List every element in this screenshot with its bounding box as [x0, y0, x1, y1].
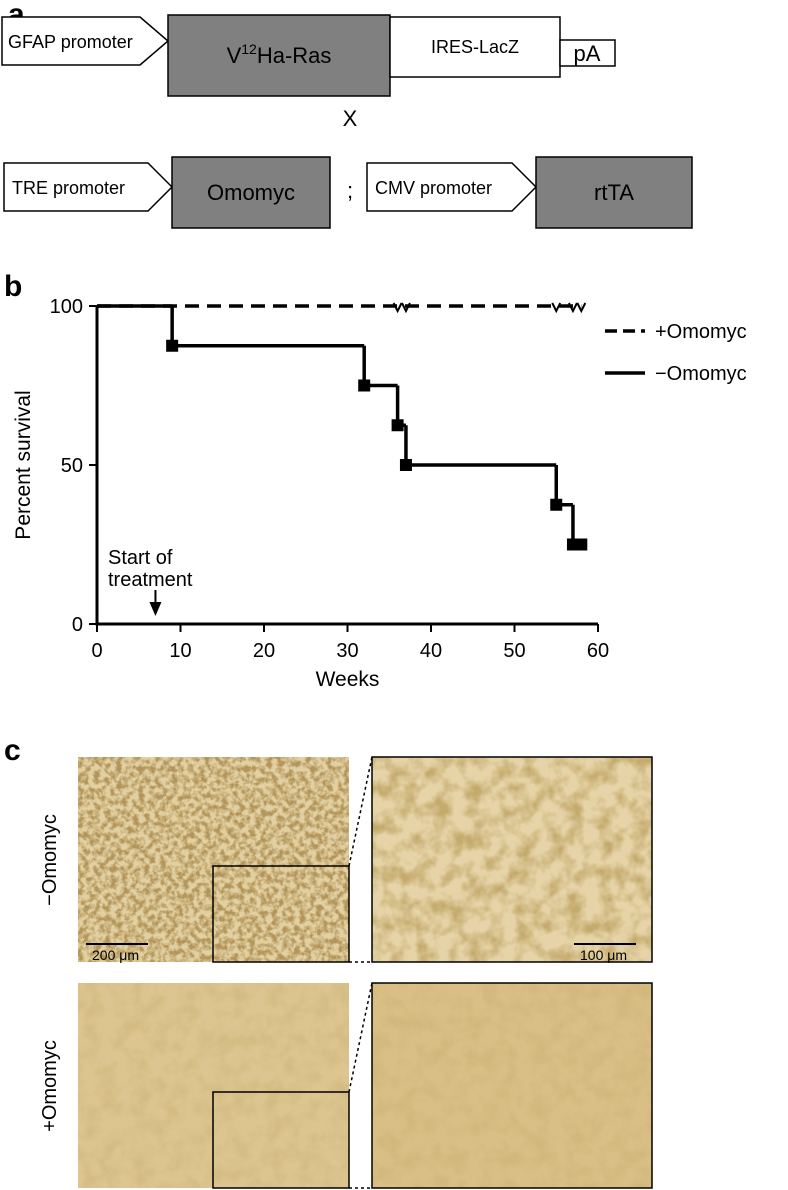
- separator: ;: [347, 178, 353, 203]
- row-label: −Omomyc: [39, 814, 61, 906]
- x-tick-label: 0: [91, 640, 102, 662]
- promoter-arrow: [3, 162, 174, 212]
- panel-label: b: [4, 270, 22, 303]
- censor-mark: [401, 302, 411, 314]
- gene-box: [167, 14, 391, 97]
- polya-label: pA: [574, 41, 601, 66]
- x-tick-label: 60: [587, 640, 609, 662]
- gene-label: rtTA: [594, 180, 634, 205]
- ires-box: [389, 16, 561, 78]
- event-marker: [358, 379, 371, 392]
- x-axis-label: Weeks: [316, 668, 380, 691]
- promoter-label: TRE promoter: [12, 178, 125, 198]
- event-marker: [399, 459, 412, 471]
- x-tick-label: 30: [336, 640, 358, 662]
- y-tick-label: 0: [72, 614, 83, 636]
- gene-label: V12Ha-Ras: [227, 41, 332, 68]
- event-marker: [550, 498, 563, 511]
- polya-box: [559, 39, 616, 67]
- event-marker: [575, 538, 588, 551]
- promoter-label: CMV promoter: [375, 178, 492, 198]
- promoter-label: GFAP promoter: [8, 32, 133, 52]
- image-frame: [371, 982, 653, 1189]
- scale-bar-label: 200 μm: [92, 947, 139, 963]
- promoter-arrow: [366, 162, 538, 212]
- micrograph-texture: [372, 757, 652, 962]
- annotation-arrowhead: [149, 602, 162, 616]
- censor-mark: [551, 302, 562, 314]
- annotation-text: Start of: [108, 547, 173, 569]
- micrograph-texture: [372, 983, 652, 1188]
- panel-label: c: [4, 734, 21, 767]
- zoom-line: [348, 982, 373, 1093]
- legend-label: +Omomyc: [655, 321, 747, 343]
- censor-mark: [568, 302, 578, 314]
- x-tick-label: 20: [253, 640, 275, 662]
- gene-label: Omomyc: [207, 180, 295, 205]
- y-tick-label: 100: [50, 296, 83, 318]
- y-tick-label: 50: [61, 455, 83, 477]
- x-tick-label: 40: [420, 640, 442, 662]
- survival-chart: 0 10 20 30 40 50 60 0 50 100 Weeks Percent survival…: [12, 296, 747, 691]
- gene-box: [535, 156, 693, 229]
- inset-box: [212, 1091, 350, 1189]
- ires-label: IRES-LacZ: [431, 37, 519, 57]
- x-tick-label: 50: [503, 640, 525, 662]
- zoom-line: [348, 756, 373, 867]
- legend-label: −Omomyc: [655, 363, 747, 385]
- promoter-arrow: [1, 16, 170, 66]
- y-axis-label: Percent survival: [12, 390, 35, 539]
- image-frame: [371, 756, 653, 963]
- annotation-text: treatment: [108, 569, 193, 591]
- event-marker: [166, 339, 179, 352]
- event-marker: [391, 419, 404, 432]
- inset-box: [212, 865, 350, 963]
- censor-mark: [392, 302, 403, 314]
- censor-mark: [576, 302, 587, 314]
- cross-sign: X: [343, 106, 358, 131]
- gene-box: [171, 156, 331, 229]
- micrograph-grid: 200 μm 100 μm −Omomyc +Omomyc: [39, 756, 653, 1189]
- row-label: +Omomyc: [39, 1040, 61, 1132]
- x-tick-label: 10: [169, 640, 191, 662]
- scale-bar-label: 100 μm: [580, 947, 627, 963]
